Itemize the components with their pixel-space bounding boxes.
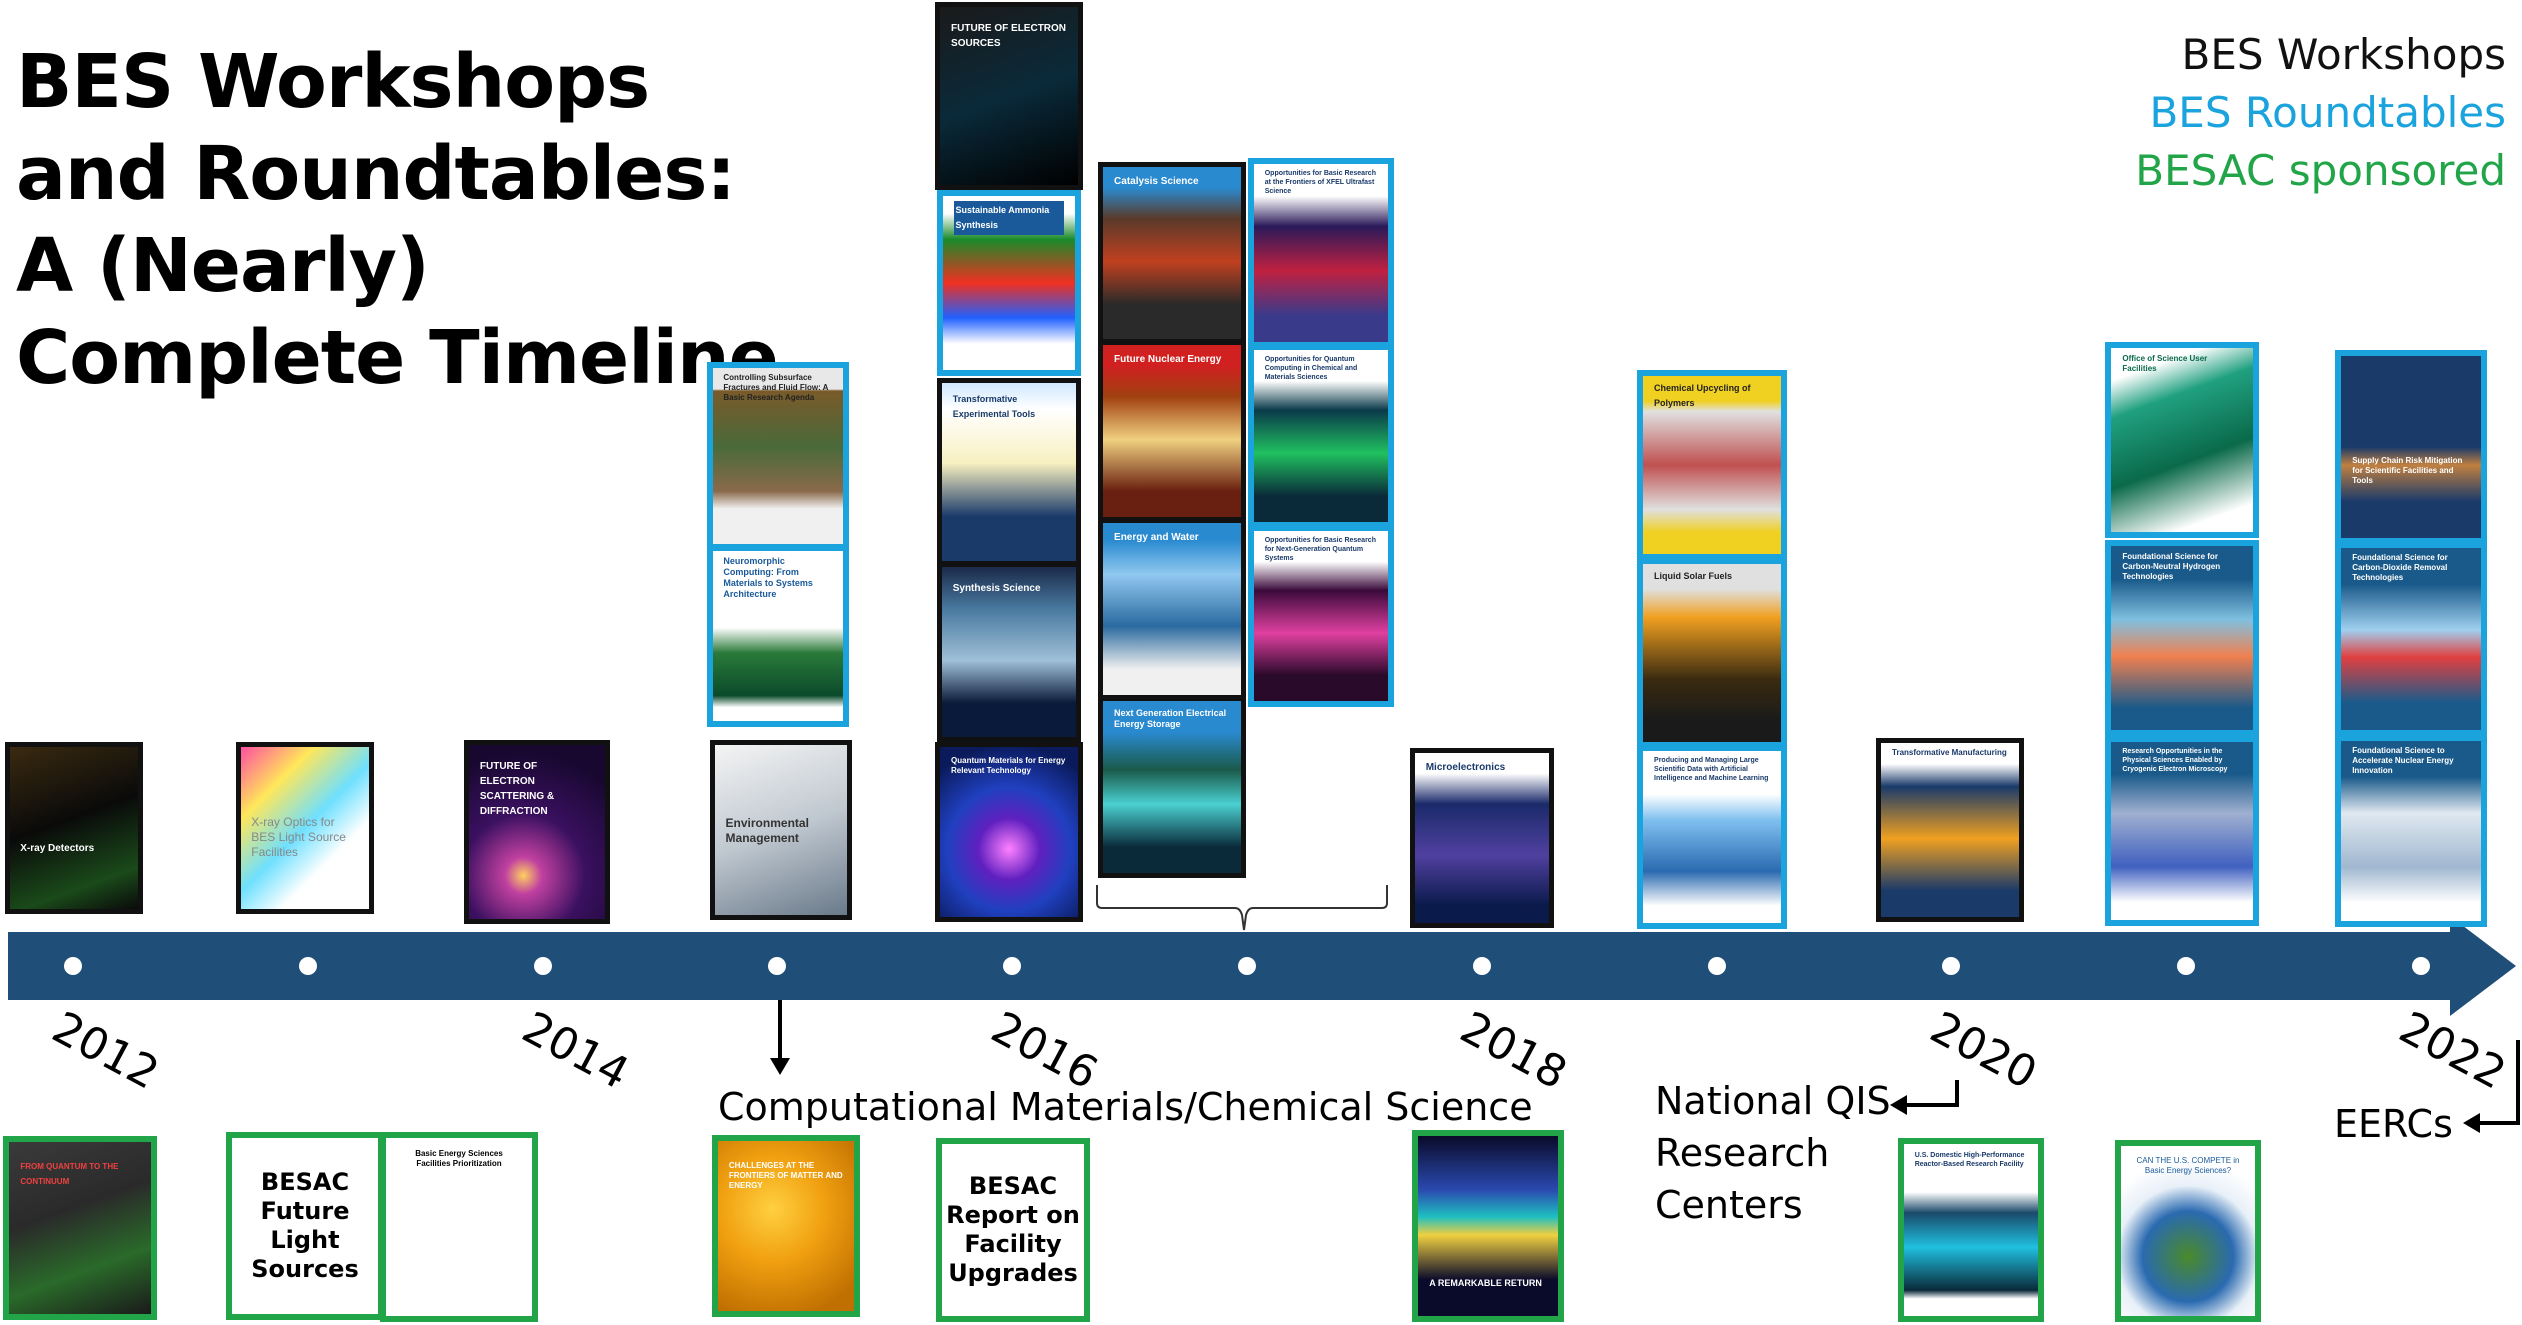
timeline-dot bbox=[1238, 957, 1256, 975]
cover-xfel-ultrafast: Opportunities for Basic Research at the … bbox=[1248, 158, 1394, 348]
timeline-dot bbox=[299, 957, 317, 975]
cover-quantum-computing: Opportunities for Quantum Computing in C… bbox=[1248, 344, 1394, 528]
timeline-dot bbox=[1708, 957, 1726, 975]
timeline-dot bbox=[64, 957, 82, 975]
cover-cryo-em: Research Opportunities in the Physical S… bbox=[2105, 736, 2259, 926]
cover-xray-optics: X-ray Optics for BES Light Source Facili… bbox=[236, 742, 374, 914]
timeline-dot bbox=[1473, 957, 1491, 975]
cover-liquid-solar-fuels: Liquid Solar Fuels bbox=[1637, 558, 1787, 748]
cover-besac-future-light-sources: BESAC Future Light Sources bbox=[226, 1132, 384, 1320]
page-title: BES Workshops and Roundtables: A (Nearly… bbox=[16, 39, 779, 401]
cover-electron-sources: FUTURE OF ELECTRON SOURCES bbox=[935, 2, 1083, 190]
cover-bes-facilities-prioritization: Basic Energy Sciences Facilities Priorit… bbox=[380, 1132, 538, 1322]
timeline-arrowhead bbox=[2450, 916, 2516, 1016]
cover-reactor-facility: U.S. Domestic High-Performance Reactor-B… bbox=[1898, 1138, 2044, 1322]
cover-quantum-materials: Quantum Materials for Energy Relevant Te… bbox=[935, 742, 1083, 922]
cover-transformative-manufacturing: Transformative Manufacturing bbox=[1876, 738, 2024, 922]
legend-bes-workshops: BES Workshops bbox=[2181, 30, 2506, 79]
cover-large-scientific-data: Producing and Managing Large Scientific … bbox=[1637, 745, 1787, 929]
note-qis-centers: National QIS Research Centers bbox=[1655, 1079, 1891, 1227]
cover-energy-water: Energy and Water bbox=[1098, 518, 1246, 700]
cover-sustainable-ammonia: Sustainable Ammonia Synthesis bbox=[937, 190, 1081, 376]
cover-experimental-tools: Transformative Experimental Tools bbox=[937, 378, 1081, 566]
cover-nuclear-innovation: Foundational Science to Accelerate Nucle… bbox=[2335, 735, 2487, 927]
timeline-bar bbox=[8, 932, 2458, 1000]
legend-besac-sponsored: BESAC sponsored bbox=[2135, 146, 2506, 195]
legend-bes-roundtables: BES Roundtables bbox=[2149, 88, 2506, 137]
cover-environmental-management: Environmental Management bbox=[710, 740, 852, 920]
cover-synthesis-science: Synthesis Science bbox=[937, 562, 1081, 742]
timeline-dot bbox=[1942, 957, 1960, 975]
cover-user-facilities: Office of Science User Facilities bbox=[2105, 342, 2259, 538]
timeline-dot bbox=[768, 957, 786, 975]
cover-quantum-to-continuum: FROM QUANTUM TO THE CONTINUUM bbox=[3, 1136, 157, 1320]
note-eercs: EERCs bbox=[2334, 1102, 2453, 1146]
cover-xray-detectors: X-ray Detectors bbox=[5, 742, 143, 914]
cover-quantum-systems: Opportunities for Basic Research for Nex… bbox=[1248, 525, 1394, 707]
cover-future-nuclear-energy: Future Nuclear Energy bbox=[1098, 340, 1246, 522]
timeline-dot bbox=[2412, 957, 2430, 975]
cover-challenges-frontiers: CHALLENGES AT THE FRONTIERS OF MATTER AN… bbox=[712, 1135, 860, 1317]
cover-supply-chain: Supply Chain Risk Mitigation for Scienti… bbox=[2335, 350, 2487, 544]
cover-subsurface: Controlling Subsurface Fractures and Flu… bbox=[707, 362, 849, 550]
cover-catalysis-science: Catalysis Science bbox=[1098, 162, 1246, 344]
cover-polymers: Chemical Upcycling of Polymers bbox=[1637, 370, 1787, 560]
cover-energy-storage: Next Generation Electrical Energy Storag… bbox=[1098, 696, 1246, 878]
cover-besac-facility-upgrades: BESAC Report on Facility Upgrades bbox=[936, 1138, 1090, 1322]
cover-can-us-compete: CAN THE U.S. COMPETE in Basic Energy Sci… bbox=[2115, 1140, 2261, 1322]
note-computational: Computational Materials/Chemical Science bbox=[718, 1085, 1533, 1129]
cover-co2-removal: Foundational Science for Carbon-Dioxide … bbox=[2335, 542, 2487, 736]
timeline-dot bbox=[2177, 957, 2195, 975]
cover-remarkable-return: A REMARKABLE RETURN bbox=[1412, 1130, 1564, 1322]
cover-neuromorphic: Neuromorphic Computing: From Materials t… bbox=[707, 545, 849, 727]
cover-hydrogen: Foundational Science for Carbon-Neutral … bbox=[2105, 540, 2259, 736]
cover-microelectronics: Microelectronics bbox=[1410, 748, 1554, 928]
cover-electron-scattering: FUTURE OF ELECTRON SCATTERING & DIFFRACT… bbox=[464, 740, 610, 924]
timeline-dot bbox=[534, 957, 552, 975]
timeline-dot bbox=[1003, 957, 1021, 975]
